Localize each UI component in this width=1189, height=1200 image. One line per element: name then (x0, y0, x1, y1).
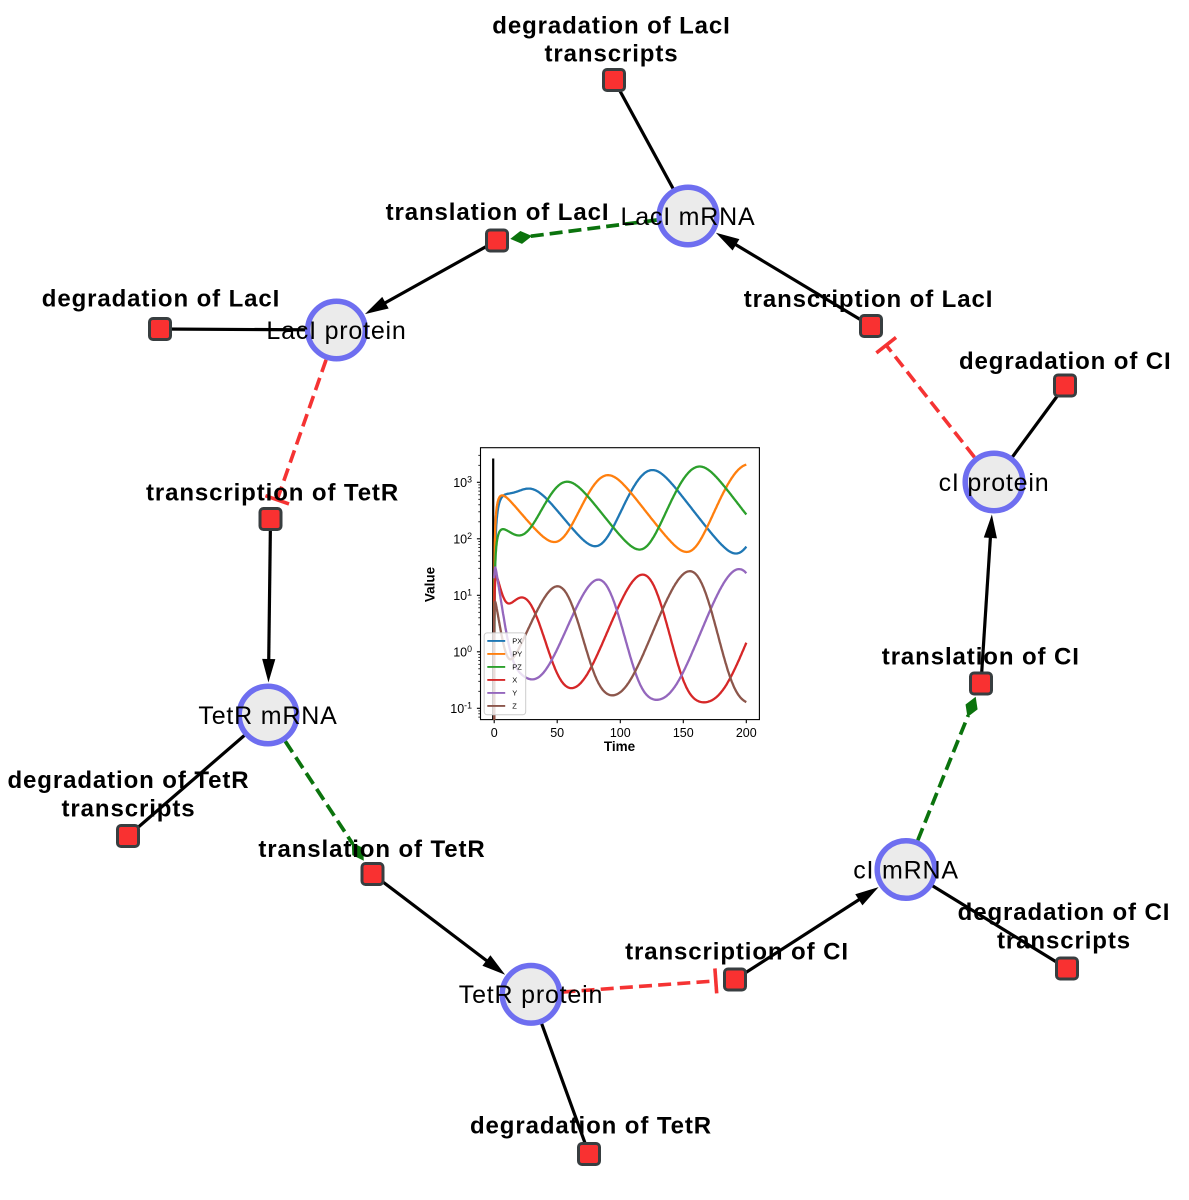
svg-text:Value: Value (423, 566, 438, 602)
svg-text:cI protein: cI protein (939, 469, 1050, 497)
svg-text:PX: PX (512, 637, 522, 646)
svg-text:150: 150 (673, 726, 694, 740)
svg-text:200: 200 (736, 726, 757, 740)
svg-text:Y: Y (512, 689, 517, 698)
svg-text:transcripts: transcripts (545, 41, 679, 68)
svg-text:degradation of TetR: degradation of TetR (8, 767, 250, 794)
svg-text:50: 50 (550, 726, 564, 740)
svg-text:103: 103 (453, 474, 472, 490)
svg-text:degradation of LacI: degradation of LacI (492, 13, 730, 40)
svg-text:translation of CI: translation of CI (882, 644, 1080, 671)
svg-text:transcription of LacI: transcription of LacI (744, 286, 994, 313)
svg-text:TetR mRNA: TetR mRNA (198, 702, 337, 730)
svg-text:transcripts: transcripts (62, 796, 196, 823)
svg-text:degradation of TetR: degradation of TetR (470, 1113, 712, 1140)
svg-text:0: 0 (491, 726, 498, 740)
svg-text:degradation of LacI: degradation of LacI (42, 286, 280, 313)
svg-text:translation of TetR: translation of TetR (258, 836, 485, 863)
svg-text:transcription of CI: transcription of CI (625, 939, 849, 966)
svg-text:100: 100 (453, 644, 472, 660)
svg-text:transcription of TetR: transcription of TetR (146, 480, 399, 507)
svg-text:PY: PY (512, 650, 522, 659)
svg-text:10-1: 10-1 (450, 700, 472, 716)
svg-text:101: 101 (453, 587, 472, 603)
svg-text:100: 100 (610, 726, 631, 740)
svg-text:Time: Time (604, 739, 636, 754)
svg-text:transcripts: transcripts (997, 928, 1131, 955)
svg-text:Z: Z (512, 702, 517, 711)
svg-text:degradation of CI: degradation of CI (959, 348, 1172, 375)
svg-text:PZ: PZ (512, 663, 522, 672)
svg-text:cI mRNA: cI mRNA (853, 856, 959, 884)
svg-text:LacI protein: LacI protein (266, 317, 406, 345)
svg-text:X: X (512, 676, 517, 685)
svg-text:translation of LacI: translation of LacI (386, 199, 610, 226)
svg-text:degradation of CI: degradation of CI (958, 899, 1171, 926)
svg-text:TetR protein: TetR protein (459, 981, 603, 1009)
svg-text:LacI mRNA: LacI mRNA (620, 203, 755, 231)
svg-text:102: 102 (453, 531, 472, 547)
